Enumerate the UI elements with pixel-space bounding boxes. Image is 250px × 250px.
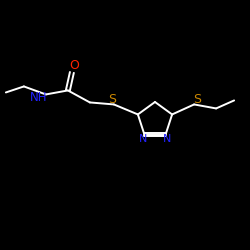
Text: S: S — [193, 93, 201, 106]
Text: S: S — [108, 93, 116, 106]
Text: N: N — [139, 134, 147, 143]
Text: O: O — [69, 59, 79, 72]
Text: NH: NH — [30, 91, 48, 104]
Text: N: N — [162, 134, 171, 143]
